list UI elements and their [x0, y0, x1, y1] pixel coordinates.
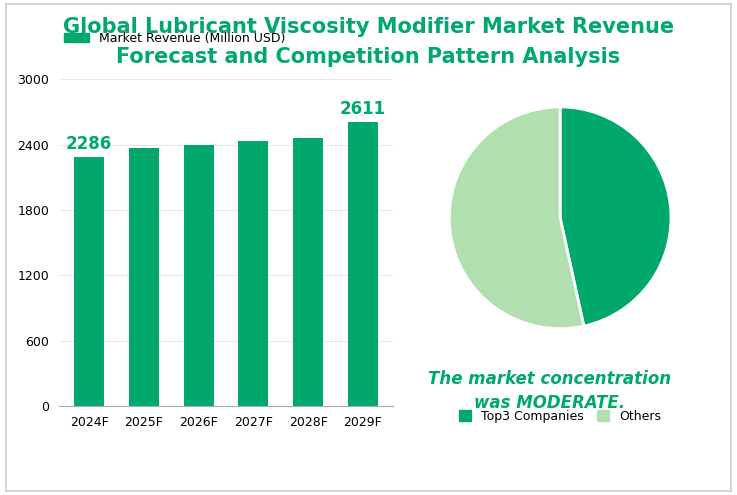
- Text: Market Revenue Forecast: Market Revenue Forecast: [63, 459, 302, 477]
- Text: 2286: 2286: [66, 135, 112, 153]
- Bar: [129, 148, 159, 406]
- Legend: Market Revenue (Million USD): Market Revenue (Million USD): [58, 27, 290, 50]
- Text: 46.57%: 46.57%: [472, 325, 548, 343]
- Bar: [238, 141, 268, 406]
- Text: Competition Pattern in 2023: Competition Pattern in 2023: [411, 459, 677, 477]
- Text: 2611: 2611: [340, 100, 386, 118]
- Wedge shape: [560, 107, 671, 326]
- Bar: [293, 138, 324, 406]
- Bar: [184, 145, 214, 406]
- Text: Forecast and Competition Pattern Analysis: Forecast and Competition Pattern Analysi…: [116, 47, 621, 67]
- Text: Global Lubricant Viscosity Modifier Market Revenue: Global Lubricant Viscosity Modifier Mark…: [63, 17, 674, 37]
- Legend: Top3 Companies, Others: Top3 Companies, Others: [454, 405, 666, 428]
- Bar: [74, 157, 104, 406]
- Wedge shape: [450, 107, 584, 329]
- Text: The market concentration: The market concentration: [427, 370, 671, 388]
- Text: was MODERATE.: was MODERATE.: [473, 395, 625, 412]
- Bar: [348, 122, 378, 406]
